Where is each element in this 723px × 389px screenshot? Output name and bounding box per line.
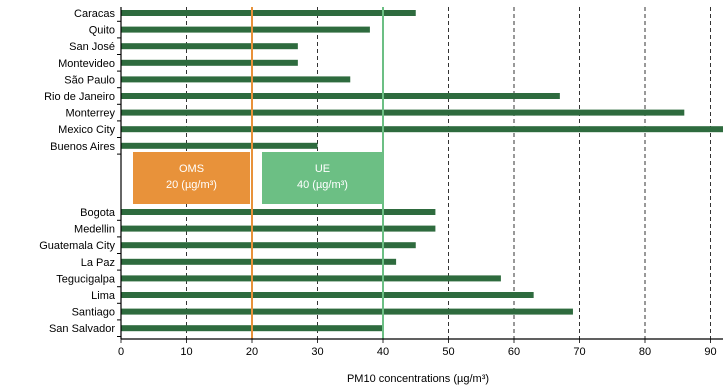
category-label: Santiago <box>72 307 115 319</box>
category-labels: Caracas Quito San José Montevideo São Paulo R… <box>39 8 116 335</box>
x-tick-label-90: 90 <box>704 346 716 358</box>
bar-santiago <box>121 308 573 315</box>
bar-buenos-aires <box>121 142 318 149</box>
x-tick-label-30: 30 <box>311 346 323 358</box>
bar-rio-de-janeiro <box>121 93 560 99</box>
axes: 0 10 20 30 40 50 60 70 80 90 <box>117 7 723 358</box>
bar-s-o-paulo <box>121 76 351 83</box>
reference-box-oms <box>133 152 250 204</box>
bar-san-jos- <box>121 43 298 50</box>
category-label: Mexico City <box>58 124 115 136</box>
x-tick-label-70: 70 <box>573 346 585 358</box>
bar-lima <box>121 292 534 298</box>
bar-medellin <box>121 225 436 232</box>
category-label: Buenos Aires <box>50 141 115 153</box>
category-label: San José <box>69 41 115 53</box>
category-label: Monterrey <box>65 108 115 120</box>
category-label: São Paulo <box>64 74 115 86</box>
category-label: Bogota <box>80 207 116 219</box>
x-tick-label-10: 10 <box>180 346 192 358</box>
reference-value-oms: 20 (µg/m³) <box>166 179 217 191</box>
bar-caracas <box>121 10 416 16</box>
bar-mexico-city <box>121 126 723 133</box>
bar-bogota <box>121 209 436 215</box>
x-tick-label-50: 50 <box>442 346 454 358</box>
reference-value-ue: 40 (µg/m³) <box>297 179 348 191</box>
category-label: Caracas <box>74 8 115 20</box>
category-label: Montevideo <box>58 58 115 70</box>
category-label: Lima <box>91 290 116 302</box>
category-label: Guatemala City <box>39 240 115 252</box>
reference-lines <box>251 7 384 339</box>
bar-la-paz <box>121 258 397 265</box>
bar-montevideo <box>121 59 298 66</box>
category-label: La Paz <box>81 257 115 269</box>
x-tick-label-20: 20 <box>246 346 258 358</box>
category-label: Quito <box>89 25 115 37</box>
category-label: Tegucigalpa <box>56 273 116 285</box>
category-label: Rio de Janeiro <box>44 91 115 103</box>
reference-box-ue <box>262 152 383 204</box>
x-tick-label-40: 40 <box>377 346 389 358</box>
category-label: Medellin <box>74 224 115 236</box>
bar-monterrey <box>121 109 685 116</box>
x-tick-label-80: 80 <box>639 346 651 358</box>
bar-quito <box>121 26 370 33</box>
reference-label-oms: OMS <box>179 163 204 175</box>
category-label: San Salvador <box>49 323 115 335</box>
reference-label-ue: UE <box>315 163 330 175</box>
x-tick-label-60: 60 <box>508 346 520 358</box>
x-tick-label-0: 0 <box>118 346 124 358</box>
x-axis-title: PM10 concentrations (µg/m³) <box>347 373 489 385</box>
bar-tegucigalpa <box>121 275 501 282</box>
bar-guatemala-city <box>121 242 416 249</box>
reference-boxes: OMS 20 (µg/m³) UE 40 (µg/m³) <box>133 152 383 204</box>
